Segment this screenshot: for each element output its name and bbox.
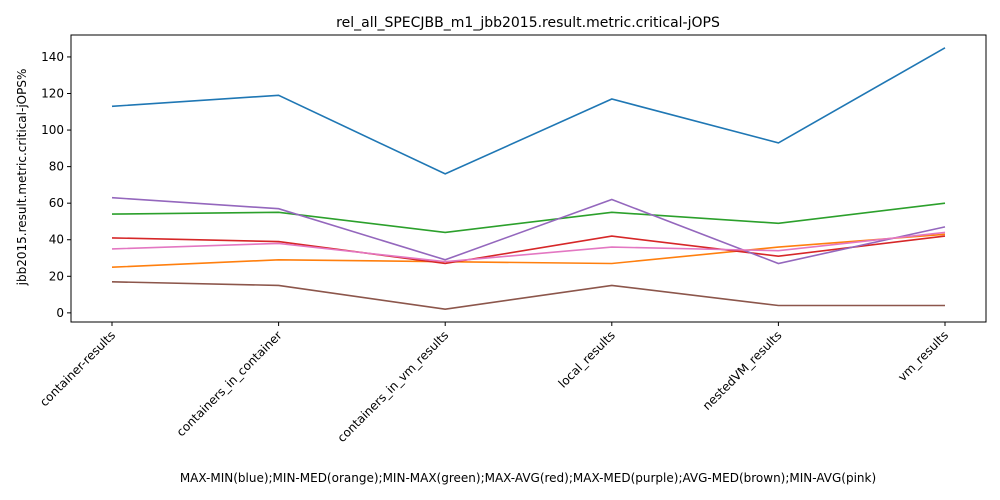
y-tick-label: 40 xyxy=(49,233,64,247)
y-tick-label: 140 xyxy=(41,50,64,64)
x-axis-label: MAX-MIN(blue);MIN-MED(orange);MIN-MAX(gr… xyxy=(180,471,876,485)
x-tick-label: container-results xyxy=(37,328,118,409)
series-line-5 xyxy=(111,196,946,265)
plot-frame xyxy=(70,34,987,323)
plot-area: 0 20 40 60 80 100 120 140 container-results conta… xyxy=(37,34,987,445)
x-tick-label: vm_results xyxy=(895,328,951,384)
y-tick-label: 0 xyxy=(56,306,64,320)
series-line-6 xyxy=(111,281,945,311)
series-line-1 xyxy=(111,47,946,175)
series-line-2 xyxy=(111,233,946,268)
series-line-7 xyxy=(111,231,946,263)
y-tick-label: 20 xyxy=(49,269,64,283)
chart-title: rel_all_SPECJBB_m1_jbb2015.result.metric… xyxy=(336,15,720,31)
x-tick-label: nestedVM_results xyxy=(700,328,785,413)
x-tick-label: local_results xyxy=(556,328,618,390)
y-tick-label: 80 xyxy=(49,160,64,174)
series-line-4 xyxy=(111,235,946,265)
y-tick-label: 100 xyxy=(41,123,64,137)
y-tick-label: 120 xyxy=(41,86,64,100)
x-tick-label: containers_in_container xyxy=(174,328,285,439)
series-line-3 xyxy=(111,202,946,234)
y-tick-label: 60 xyxy=(49,196,64,210)
y-axis-label: jbb2015.result.metric.critical-jOPS% xyxy=(15,69,29,287)
x-tick-label: containers_in_vm_results xyxy=(335,328,452,445)
